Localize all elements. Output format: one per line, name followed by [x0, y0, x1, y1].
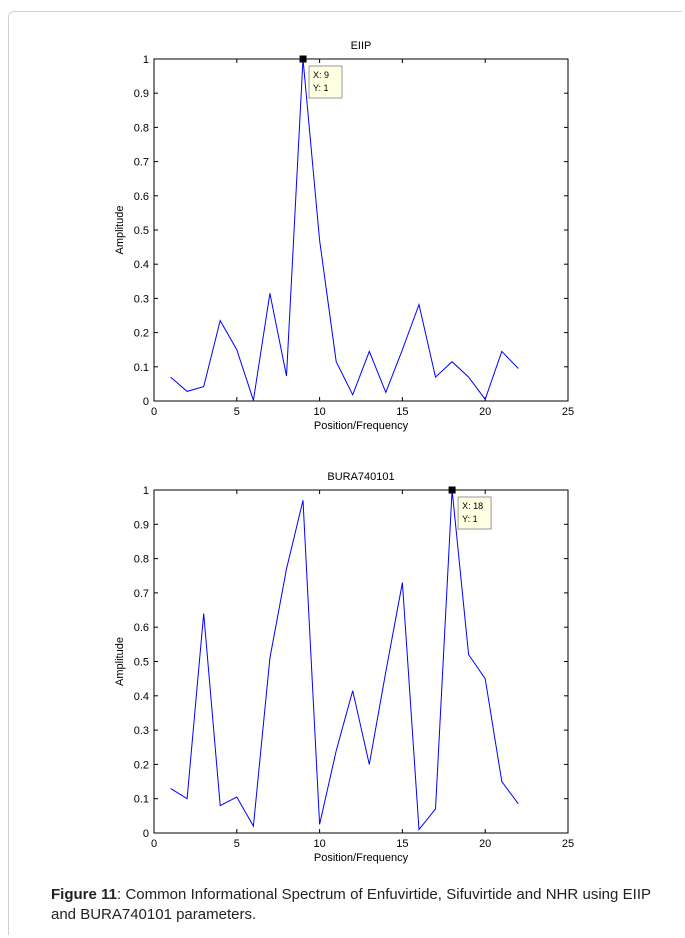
y-tick-label: 0	[143, 396, 149, 408]
plot-area	[153, 58, 569, 402]
x-tick-label: 0	[151, 406, 157, 418]
datatip-y: Y: 1	[313, 83, 329, 93]
series-line	[170, 58, 519, 401]
y-tick-label: 0.3	[134, 293, 149, 305]
caption-text: : Common Informational Spectrum of Enfuv…	[51, 886, 652, 923]
datatip-marker	[448, 486, 456, 494]
x-tick-label: 20	[479, 406, 491, 418]
y-tick-label: 0	[143, 828, 149, 840]
y-tick-label: 0.8	[134, 122, 149, 134]
y-tick-label: 0.5	[134, 225, 149, 237]
y-tick-label: 0.7	[134, 157, 149, 169]
y-tick-label: 0.8	[134, 554, 149, 566]
y-tick-label: 0.5	[134, 657, 149, 669]
x-tick-label: 5	[234, 838, 240, 850]
x-axis-label: Position/Frequency	[314, 852, 409, 864]
x-tick-label: 10	[313, 838, 325, 850]
y-tick-label: 1	[143, 485, 149, 497]
chart-title: BURA740101	[327, 471, 394, 483]
y-tick-label: 0.4	[134, 259, 149, 271]
x-tick-label: 15	[396, 838, 408, 850]
y-tick-label: 0.3	[134, 725, 149, 737]
figure-frame	[8, 11, 682, 935]
y-tick-label: 0.1	[134, 794, 149, 806]
x-tick-label: 15	[396, 406, 408, 418]
figure-label: Figure 11	[51, 886, 117, 903]
y-tick-label: 0.9	[134, 88, 149, 100]
chart-bura740101: BURA740101 0 5 10 15 20 25 0 0.1 0.2 0.3 0.4 0.5 0.6 0…	[114, 471, 574, 864]
y-tick-label: 0.1	[134, 362, 149, 374]
datatip-x: X: 18	[462, 501, 483, 511]
y-tick-label: 1	[143, 54, 149, 66]
y-axis-label: Amplitude	[114, 637, 126, 686]
plot-area	[153, 489, 569, 834]
x-axis-label: Position/Frequency	[314, 420, 409, 432]
series-line	[170, 489, 519, 831]
x-tick-label: 10	[313, 406, 325, 418]
x-tick-label: 5	[234, 406, 240, 418]
x-tick-label: 25	[562, 838, 574, 850]
x-tick-label: 0	[151, 838, 157, 850]
y-tick-label: 0.6	[134, 191, 149, 203]
y-tick-label: 0.2	[134, 328, 149, 340]
y-axis-label: Amplitude	[114, 206, 126, 255]
y-tick-label: 0.7	[134, 588, 149, 600]
chart-title: EIIP	[351, 40, 372, 52]
y-tick-label: 0.9	[134, 519, 149, 531]
datatip-box	[457, 496, 492, 530]
x-tick-label: 20	[479, 838, 491, 850]
datatip-box	[308, 65, 343, 99]
figure-caption: Figure 11: Common Informational Spectrum…	[51, 885, 651, 925]
x-tick-label: 25	[562, 406, 574, 418]
datatip-x: X: 9	[313, 70, 329, 80]
datatip-marker	[299, 55, 307, 63]
chart-eiip: EIIP 0 5 10 15 20 25 0 0.1 0.2 0.3 0.4 0.5 0.6 0.7 0.8 0…	[114, 40, 574, 432]
y-tick-label: 0.4	[134, 691, 149, 703]
y-tick-label: 0.6	[134, 622, 149, 634]
datatip-y: Y: 1	[462, 514, 478, 524]
y-tick-label: 0.2	[134, 759, 149, 771]
